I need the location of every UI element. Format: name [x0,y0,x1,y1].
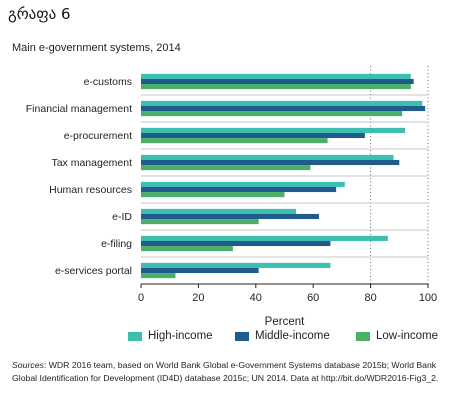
bar-middle-income-tax-management [141,159,400,166]
category-label: e-procurement [64,130,132,142]
bar-low-income-e-id [141,219,259,225]
sources-label: Sources [12,360,44,370]
bar-high-income-e-customs [141,73,411,79]
sources-text: : WDR 2016 team, based on World Bank Glo… [12,360,439,383]
x-tick-label: 60 [307,292,319,304]
bar-low-income-e-services-portal [141,273,176,279]
bar-middle-income-e-procurement [141,132,365,139]
legend-label-low-income: Low-income [376,330,438,342]
bar-high-income-e-services-portal [141,262,331,268]
category-label: e-services portal [55,265,132,277]
bar-middle-income-financial-management [141,105,426,112]
legend-swatch-middle-income [235,331,249,341]
figure-heading: გრაფა 6 [8,5,71,23]
category-label: Human resources [49,184,132,196]
category-label: Tax management [51,157,132,169]
bar-middle-income-e-filing [141,240,331,247]
x-tick-label: 20 [192,292,204,304]
bar-middle-income-human-resources [141,186,337,193]
bar-low-income-financial-management [141,111,403,117]
legend-label-middle-income: Middle-income [255,330,330,342]
chart-title: Main e-government systems, 2014 [12,42,181,54]
x-tick-label: 40 [250,292,262,304]
bar-low-income-e-procurement [141,138,328,144]
bar-high-income-e-id [141,208,296,214]
x-axis-title: Percent [265,316,305,328]
legend-label-high-income: High-income [148,330,213,342]
category-label: e-filing [101,238,132,250]
legend-item-low-income: Low-income [356,330,438,342]
legend-item-high-income: High-income [128,330,213,342]
x-tick-label: 0 [138,292,144,304]
sources-note: Sources: WDR 2016 team, based on World B… [12,359,448,385]
bar-low-income-human-resources [141,192,285,198]
category-label: e-ID [112,211,132,223]
bar-low-income-tax-management [141,165,311,171]
bar-high-income-e-filing [141,235,388,241]
bar-middle-income-e-customs [141,78,414,85]
category-label: Financial management [26,103,132,115]
legend-item-middle-income: Middle-income [235,330,330,342]
bar-high-income-human-resources [141,181,345,187]
bar-high-income-financial-management [141,100,423,106]
x-tick-label: 80 [364,292,376,304]
category-label: e-customs [84,76,132,88]
bar-high-income-tax-management [141,154,394,160]
bar-low-income-e-customs [141,84,411,90]
bar-middle-income-e-id [141,213,319,220]
legend-swatch-high-income [128,331,142,341]
bar-chart: e-customs Financial management e-procureme… [26,66,437,328]
x-tick-label: 100 [419,292,437,304]
bar-low-income-e-filing [141,246,233,252]
bar-middle-income-e-services-portal [141,267,259,274]
bar-high-income-e-procurement [141,127,406,133]
legend-swatch-low-income [356,331,370,341]
